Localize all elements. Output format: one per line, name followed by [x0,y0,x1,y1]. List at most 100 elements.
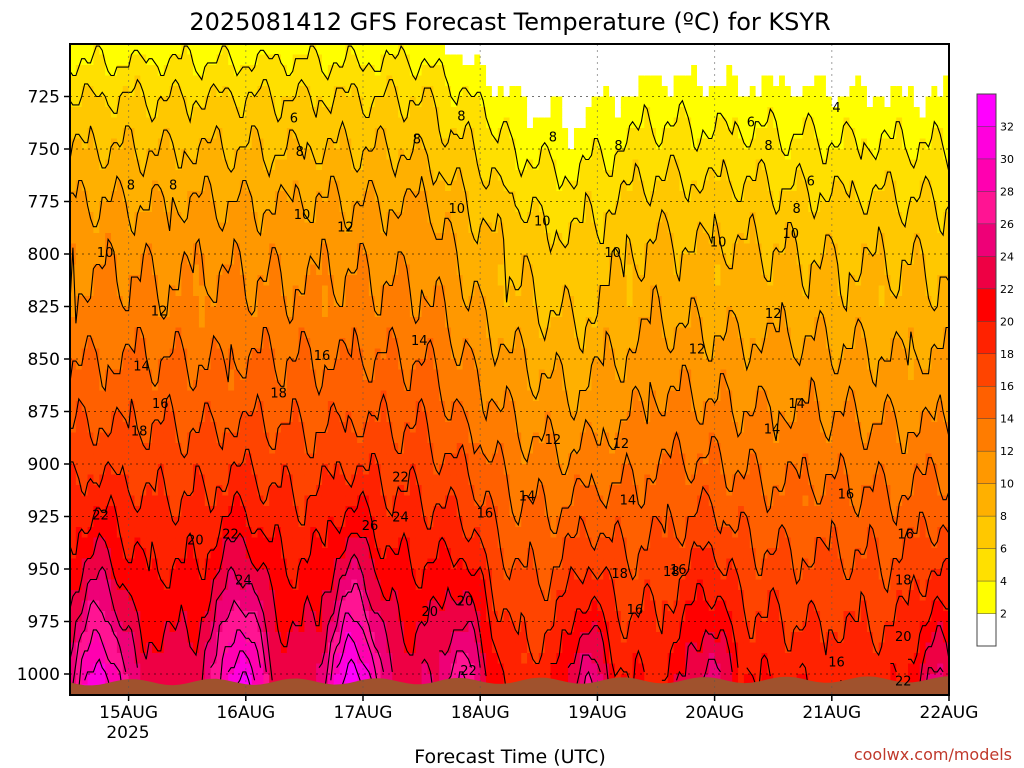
contour-label: 16 [838,487,855,502]
y-tick-label: 825 [28,298,60,318]
contour-label: 8 [764,139,772,154]
colorbar-label: 4 [1000,575,1007,588]
y-tick-label: 750 [28,140,60,160]
contour-label: 4 [832,101,840,116]
colorbar-label: 2 [1000,608,1007,621]
contour-label: 8 [549,130,557,145]
contour-label: 22 [92,508,109,523]
contour-label: 10 [448,202,465,217]
colorbar-swatch [977,94,996,127]
y-tick-label: 925 [28,508,60,528]
contour-label: 22 [222,527,239,542]
x-tick-label: 17AUG [334,703,393,723]
contour-label: 10 [97,246,114,261]
colorbar-swatch [977,483,996,517]
contour-label: 24 [235,574,252,589]
colorbar-swatch [977,126,996,160]
colorbar-swatch [977,288,996,322]
contour-label: 8 [127,179,135,194]
plot-area [70,44,949,695]
x-tick-year: 2025 [106,723,149,743]
colorbar-label: 24 [1000,250,1014,263]
contour-label: 14 [620,494,637,509]
credit-link[interactable]: coolwx.com/models [854,745,1012,764]
contour-label: 18 [270,387,287,402]
contour-label: 6 [747,116,755,131]
x-tick-label: 16AUG [216,703,275,723]
x-tick-label: 21AUG [802,703,861,723]
contour-label: 8 [296,145,304,160]
contour-label: 10 [710,235,727,250]
contour-label: 26 [362,519,379,534]
colorbar-label: 32 [1000,120,1014,133]
colorbar-swatch [977,548,996,582]
contour-label: 16 [627,603,644,618]
contour-label: 6 [807,175,815,190]
x-tick-label: 18AUG [451,703,510,723]
contour-label: 18 [895,574,912,589]
colorbar-label: 30 [1000,153,1014,166]
contour-label: 12 [545,433,562,448]
y-tick-label: 875 [28,403,60,423]
contour-label: 16 [152,397,169,412]
colorbar-label: 22 [1000,283,1014,296]
chart-title: 2025081412 GFS Forecast Temperature (ºC)… [189,8,830,36]
x-tick-label: 20AUG [685,703,744,723]
contour-label: 16 [828,655,845,670]
contour-label: 8 [614,139,622,154]
colorbar-label: 26 [1000,218,1014,231]
contour-label: 16 [477,506,494,521]
colorbar-swatch [977,223,996,257]
colorbar-label: 12 [1000,445,1014,458]
contour-label: 14 [133,359,150,374]
y-tick-label: 975 [28,613,60,633]
contour-label: 10 [604,246,621,261]
colorbar-swatch [977,418,996,452]
colorbar-label: 18 [1000,348,1014,361]
contour-label: 14 [788,397,805,412]
x-axis: 15AUG 16AUG 17AUG 18AUG 19AUG 20AUG 21AUG 22AUG [99,695,978,723]
colorbar-swatch [977,353,996,387]
contour-label: 10 [294,208,311,223]
contour-label: 14 [764,422,781,437]
colorbar-label: 16 [1000,380,1014,393]
colorbar-swatch [977,386,996,420]
contour-label: 18 [611,567,628,582]
contour-label: 12 [337,221,354,236]
colorbar-swatch [977,613,996,647]
contour-label: 24 [392,511,409,526]
contour-label: 18 [663,565,680,580]
contour-label: 8 [169,179,177,194]
contour-label: 10 [534,214,551,229]
x-axis-label: Forecast Time (UTC) [414,746,605,768]
colorbar-label: 8 [1000,510,1007,523]
colorbar-swatch [977,191,996,225]
x-tick-label: 19AUG [568,703,627,723]
colorbar-swatch [977,516,996,549]
contour-label: 16 [314,349,331,364]
x-tick-label: 15AUG [99,703,158,723]
colorbar-label: 28 [1000,185,1014,198]
y-tick-label: 725 [28,88,60,108]
y-tick-label: 1000 [17,665,60,685]
y-tick-label: 900 [28,455,60,475]
colorbar-label: 10 [1000,478,1014,491]
y-axis: 725 750 775 800 825 850 875 900 925 950 975 1000 [17,88,70,685]
colorbar-swatch [977,256,996,290]
contour-label: 20 [422,605,439,620]
contour-label: 22 [392,471,409,486]
temperature-field [70,44,949,695]
contour-label: 20 [457,595,474,610]
contour-label: 12 [151,305,168,320]
contour-label: 8 [792,202,800,217]
contour-label: 20 [187,534,204,549]
contour-label: 16 [670,563,687,578]
contour-label: 8 [457,109,465,124]
contour-label: 12 [613,437,630,452]
contour-label: 10 [783,227,800,242]
contour-label: 12 [689,343,706,358]
contour-label: 14 [519,490,536,505]
gridlines [70,44,949,695]
